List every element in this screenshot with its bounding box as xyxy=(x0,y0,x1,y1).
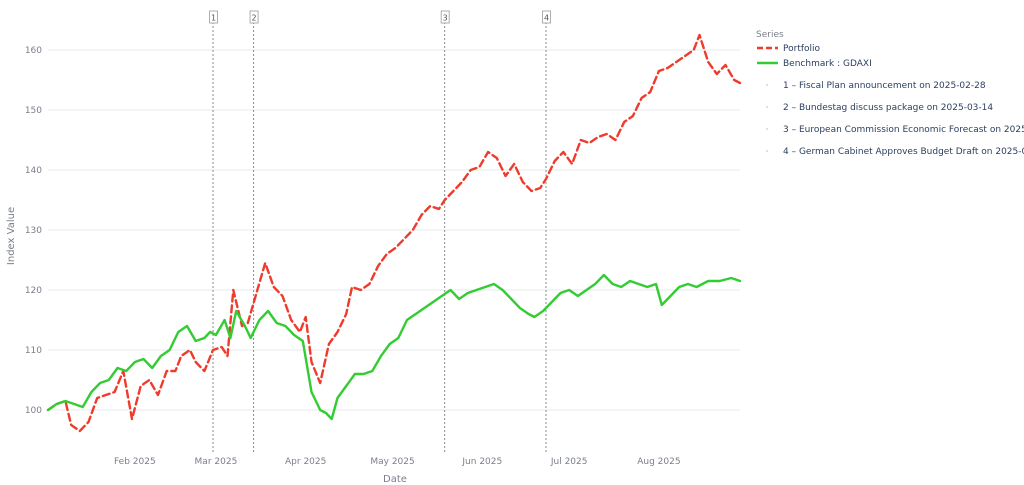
event-marker-box xyxy=(542,10,551,24)
legend: Series Portfolio Benchmark : GDAXI 1 – Fisc… xyxy=(756,30,1024,157)
event-marker-box xyxy=(440,10,450,24)
legend-title: Series xyxy=(756,30,784,40)
legend-event-label: 4 – German Cabinet Approves Budget Draft… xyxy=(783,147,1024,157)
event-marker-number: 4 xyxy=(544,14,549,23)
legend-marker xyxy=(765,105,769,109)
x-tick-label: Jul 2025 xyxy=(550,457,588,467)
legend-item-label: Portfolio xyxy=(783,44,821,54)
x-tick-label: May 2025 xyxy=(370,457,414,467)
event-marker-number: 3 xyxy=(443,14,448,23)
x-tick-label: Apr 2025 xyxy=(285,457,326,467)
x-tick-label: Aug 2025 xyxy=(637,457,680,467)
legend-marker xyxy=(765,83,769,87)
y-axis-title: Index Value xyxy=(6,207,17,265)
gridlines xyxy=(48,49,740,411)
legend-marker xyxy=(765,127,769,131)
event-lines: 1 2 3 4 xyxy=(209,10,551,452)
y-axis-ticks: 100 110 120 130 140 150 160 xyxy=(25,46,42,416)
benchmark-line xyxy=(46,273,742,421)
y-tick-label: 130 xyxy=(25,226,42,236)
x-axis-ticks: Feb 2025 Mar 2025 Apr 2025 May 2025 Jun 2025… xyxy=(114,457,681,467)
y-tick-label: 160 xyxy=(25,46,42,56)
event-marker-box xyxy=(209,10,218,24)
x-tick-label: Mar 2025 xyxy=(195,457,238,467)
event-marker-number: 2 xyxy=(252,14,257,23)
legend-marker xyxy=(765,149,769,153)
y-tick-label: 100 xyxy=(25,406,42,416)
y-tick-label: 150 xyxy=(25,106,42,116)
y-tick-label: 140 xyxy=(25,166,42,176)
event-marker-box xyxy=(249,10,259,24)
x-axis-title: Date xyxy=(383,474,407,485)
y-tick-label: 120 xyxy=(25,286,42,296)
x-tick-label: Feb 2025 xyxy=(114,457,156,467)
event-marker-number: 1 xyxy=(211,14,216,23)
legend-event-label: 2 – Bundestag discuss package on 2025-03… xyxy=(783,103,993,113)
legend-event-label: 1 – Fiscal Plan announcement on 2025-02-… xyxy=(783,81,986,91)
legend-event-label: 3 – European Commission Economic Forecas… xyxy=(783,125,1024,135)
legend-item-label: Benchmark : GDAXI xyxy=(783,59,872,69)
y-tick-label: 110 xyxy=(25,346,42,356)
portfolio-line xyxy=(46,33,742,433)
x-tick-label: Jun 2025 xyxy=(461,457,502,467)
series-lines xyxy=(46,33,742,433)
